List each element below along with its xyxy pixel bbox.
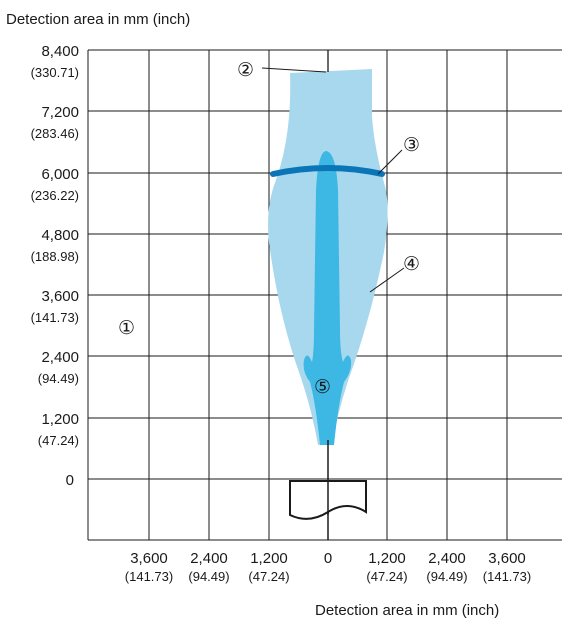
- detection-range-arc: [270, 165, 385, 177]
- y-tick-label: 1,200: [41, 411, 79, 428]
- x-tick-labels: 3,600 (141.73) 2,400 (94.49) 1,200 (47.2…: [125, 550, 531, 584]
- callout-line-4: [369, 267, 405, 293]
- marker-5: ⑤: [314, 377, 331, 398]
- x-tick-label: 2,400: [190, 550, 228, 567]
- x-tick-sublabel: (47.24): [366, 569, 407, 584]
- x-tick-label: 3,600: [488, 550, 526, 567]
- x-tick-label: 3,600: [130, 550, 168, 567]
- marker-1: ①: [118, 318, 135, 339]
- x-tick-sublabel: (94.49): [426, 569, 467, 584]
- marker-4: ④: [403, 254, 420, 275]
- x-tick-label: 0: [324, 550, 332, 567]
- x-tick-label: 1,200: [250, 550, 288, 567]
- x-tick-sublabel: (94.49): [188, 569, 229, 584]
- x-tick-label: 1,200: [368, 550, 406, 567]
- x-tick-sublabel: (47.24): [248, 569, 289, 584]
- marker-3: ③: [403, 135, 420, 156]
- y-tick-sublabel: (141.73): [31, 310, 79, 325]
- x-tick-sublabel: (141.73): [125, 569, 173, 584]
- bottom-axis-title: Detection area in mm (inch): [315, 602, 499, 619]
- y-tick-label: 3,600: [41, 288, 79, 305]
- inner-detection-field: [303, 151, 352, 445]
- y-tick-label: 0: [66, 472, 74, 489]
- y-tick-label: 2,400: [41, 349, 79, 366]
- callout-line-3: [377, 149, 403, 175]
- y-tick-label: 8,400: [41, 43, 79, 60]
- x-tick-label: 2,400: [428, 550, 466, 567]
- y-tick-sublabel: (94.49): [38, 371, 79, 386]
- y-tick-sublabel: (330.71): [31, 65, 79, 80]
- y-tick-sublabel: (47.24): [38, 433, 79, 448]
- top-axis-title: Detection area in mm (inch): [6, 11, 190, 28]
- y-tick-label: 4,800: [41, 227, 79, 244]
- y-tick-label: 6,000: [41, 166, 79, 183]
- y-tick-sublabel: (188.98): [31, 249, 79, 264]
- marker-2: ②: [237, 60, 254, 81]
- x-tick-sublabel: (141.73): [483, 569, 531, 584]
- y-tick-label: 7,200: [41, 104, 79, 121]
- y-tick-sublabel: (283.46): [31, 126, 79, 141]
- sensor-symbol: [289, 440, 367, 540]
- y-tick-labels: 8,400 (330.71) 7,200 (283.46) 6,000 (236…: [31, 43, 79, 489]
- y-tick-sublabel: (236.22): [31, 188, 79, 203]
- callout-line-2: [261, 67, 327, 73]
